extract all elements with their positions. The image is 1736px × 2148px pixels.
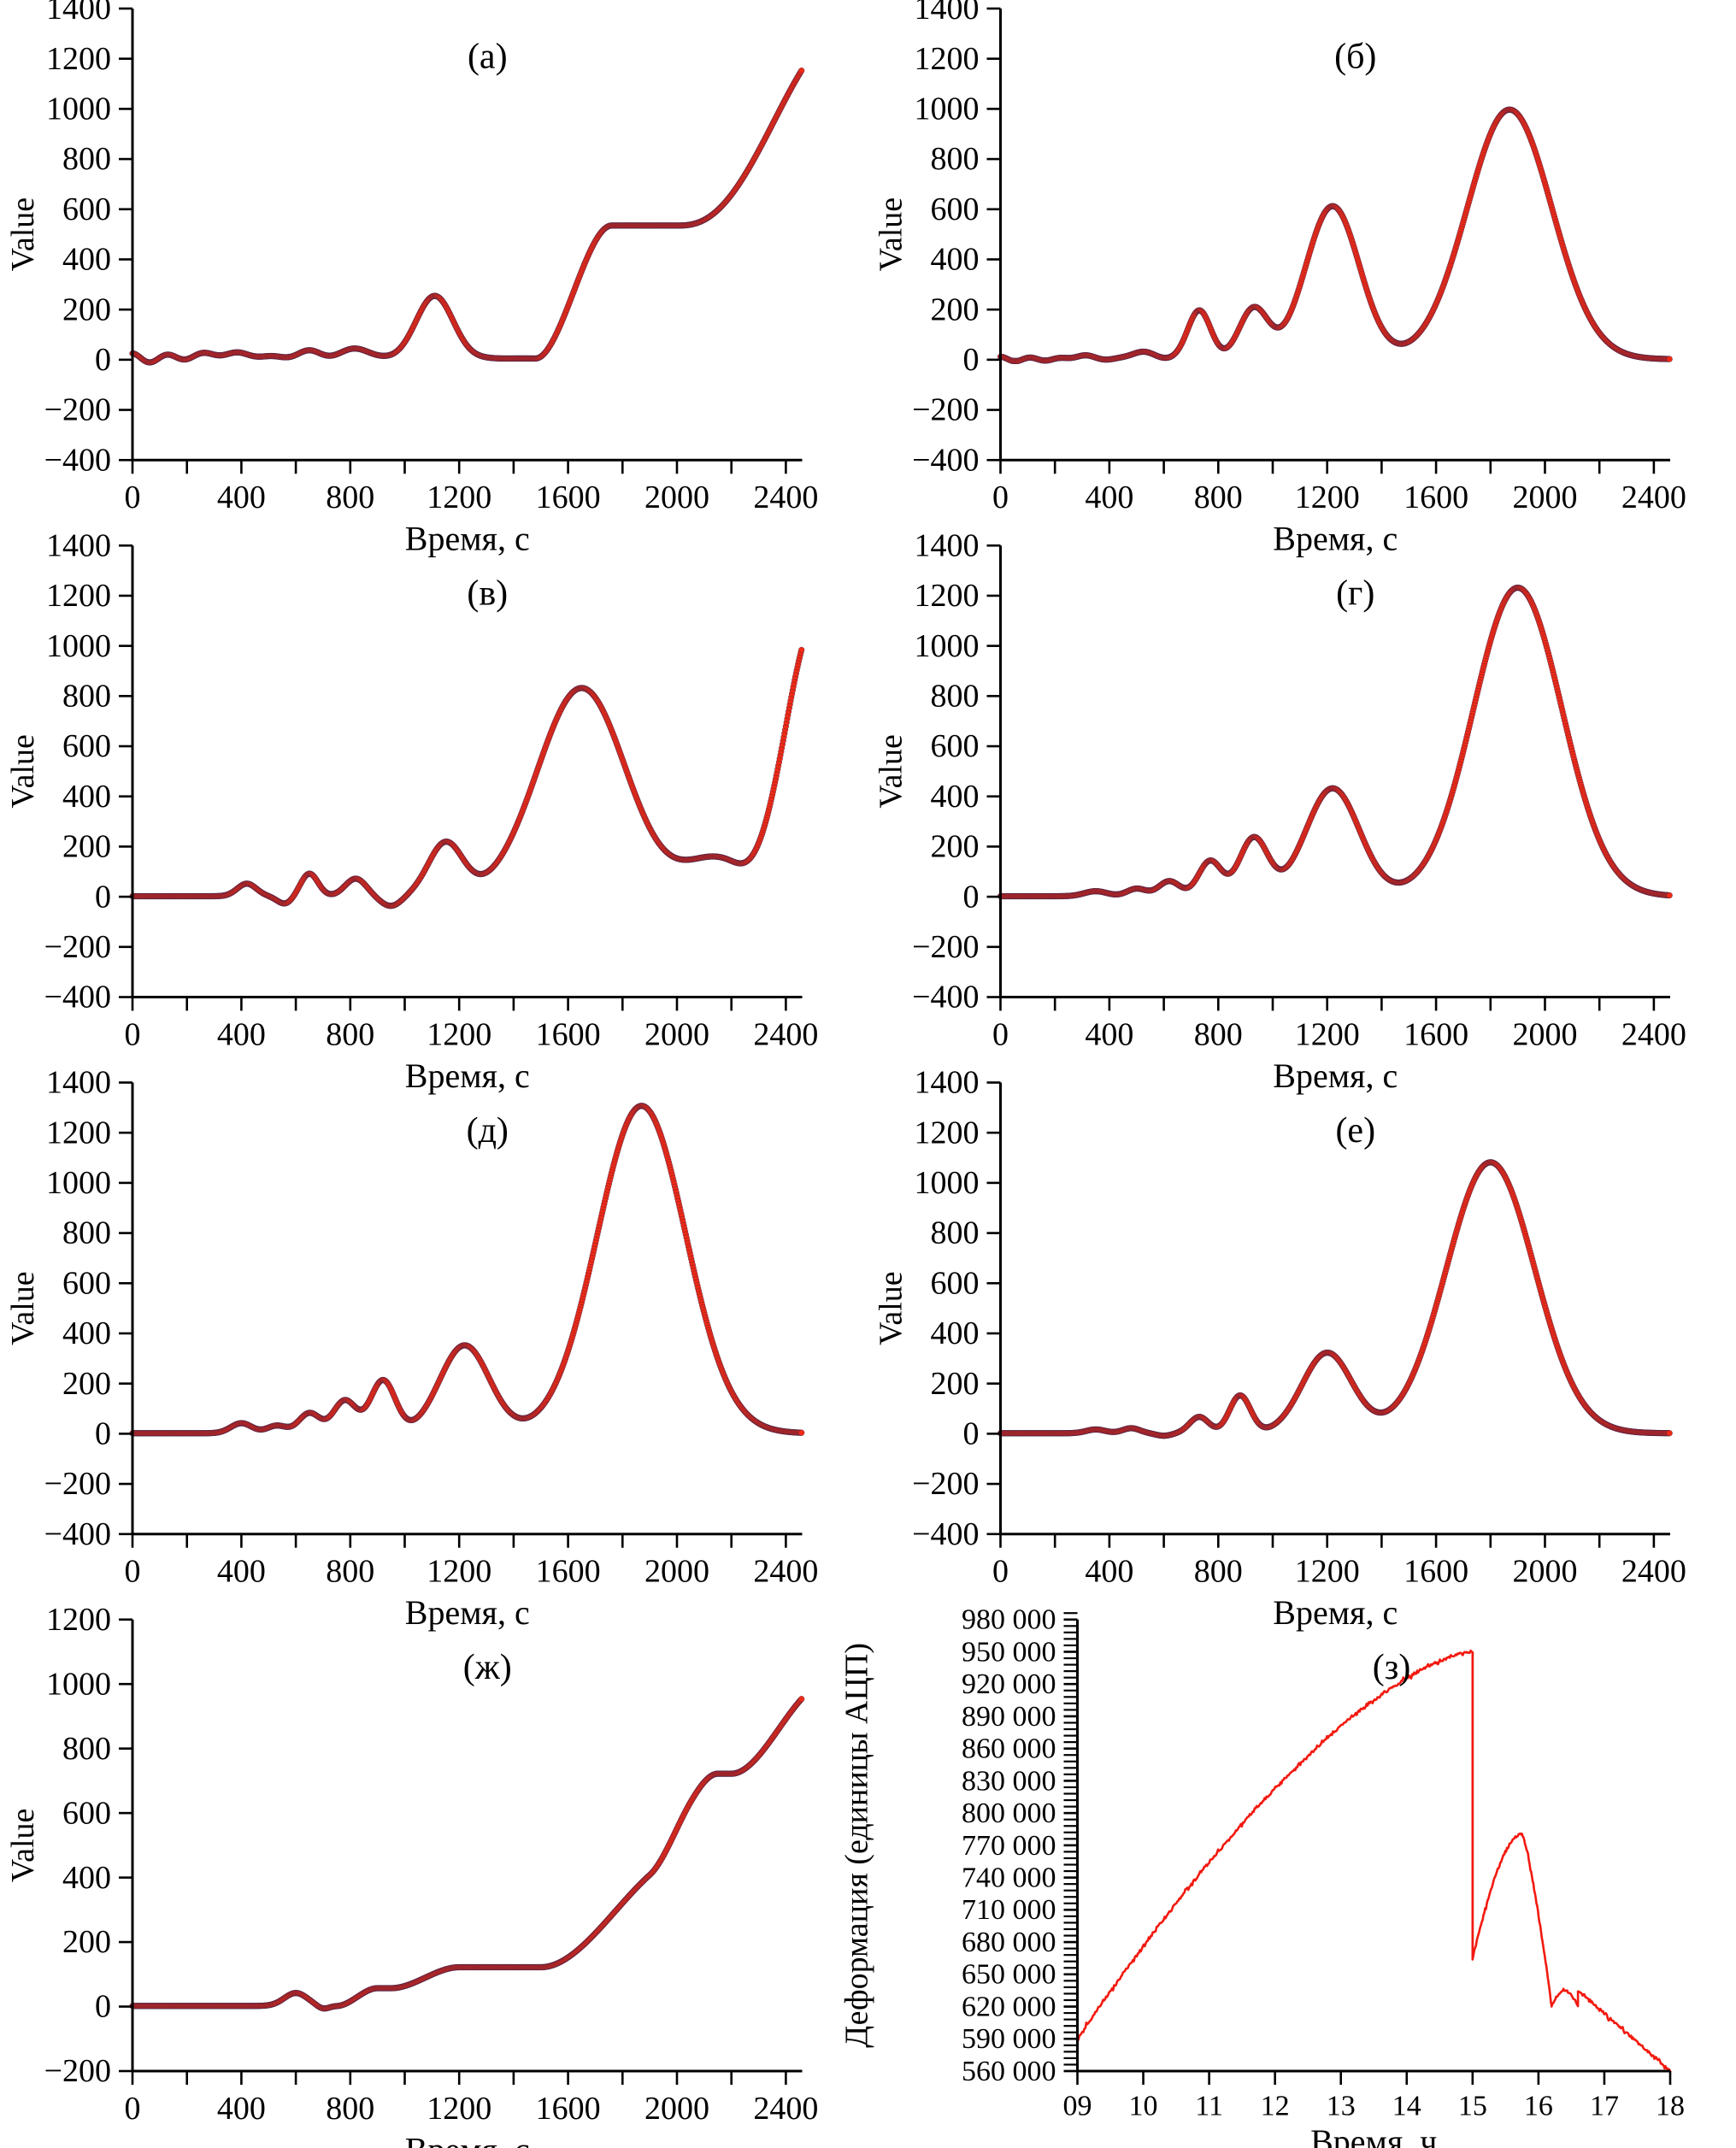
- svg-text:200: 200: [931, 829, 980, 865]
- svg-text:0: 0: [125, 1016, 141, 1052]
- svg-text:(в): (в): [467, 574, 508, 614]
- svg-text:600: 600: [931, 728, 980, 764]
- svg-text:Value: Value: [5, 197, 41, 272]
- svg-text:1600: 1600: [1404, 480, 1468, 515]
- svg-text:800: 800: [1194, 1016, 1243, 1052]
- svg-text:2400: 2400: [1621, 480, 1686, 515]
- svg-text:−400: −400: [912, 980, 979, 1015]
- svg-text:800: 800: [62, 141, 111, 177]
- svg-text:1600: 1600: [536, 480, 601, 515]
- svg-text:1200: 1200: [915, 578, 980, 614]
- svg-text:400: 400: [931, 242, 980, 278]
- svg-text:600: 600: [62, 728, 111, 764]
- svg-text:1400: 1400: [46, 527, 111, 563]
- svg-text:1000: 1000: [915, 628, 980, 664]
- svg-text:Value: Value: [5, 734, 41, 809]
- svg-text:800: 800: [62, 678, 111, 714]
- svg-text:1200: 1200: [1295, 480, 1360, 515]
- svg-text:−200: −200: [912, 392, 979, 428]
- svg-text:2400: 2400: [1621, 1016, 1686, 1052]
- svg-text:800: 800: [931, 141, 980, 177]
- svg-text:1400: 1400: [915, 0, 980, 26]
- svg-text:(a): (a): [468, 37, 508, 76]
- svg-text:1200: 1200: [427, 480, 491, 515]
- svg-text:1200: 1200: [46, 578, 111, 614]
- svg-text:200: 200: [62, 291, 111, 327]
- svg-text:1000: 1000: [915, 91, 980, 127]
- svg-text:1200: 1200: [915, 41, 980, 77]
- svg-text:1600: 1600: [1404, 1016, 1468, 1052]
- svg-text:0: 0: [963, 879, 980, 915]
- svg-text:0: 0: [963, 342, 980, 378]
- svg-text:600: 600: [931, 191, 980, 227]
- svg-text:800: 800: [1194, 480, 1243, 515]
- svg-text:800: 800: [326, 480, 374, 515]
- svg-text:1200: 1200: [427, 1016, 491, 1052]
- svg-text:2400: 2400: [753, 480, 818, 515]
- svg-text:Value: Value: [874, 734, 909, 809]
- svg-text:−200: −200: [44, 929, 111, 965]
- svg-text:0: 0: [95, 342, 111, 378]
- svg-text:400: 400: [62, 779, 111, 815]
- svg-text:400: 400: [931, 779, 980, 815]
- svg-text:2000: 2000: [1512, 480, 1577, 515]
- svg-text:2000: 2000: [1512, 1016, 1577, 1052]
- svg-text:1000: 1000: [46, 91, 111, 127]
- svg-text:0: 0: [95, 879, 111, 915]
- svg-text:(г): (г): [1336, 574, 1374, 614]
- svg-text:0: 0: [992, 1016, 1009, 1052]
- svg-text:800: 800: [931, 678, 980, 714]
- svg-text:−400: −400: [44, 980, 111, 1015]
- svg-text:1400: 1400: [915, 527, 980, 563]
- svg-text:1200: 1200: [46, 41, 111, 77]
- svg-text:Время, с: Время, с: [405, 1056, 530, 1095]
- svg-text:−200: −200: [912, 929, 979, 965]
- svg-text:400: 400: [217, 1016, 266, 1052]
- svg-text:Время, с: Время, с: [405, 520, 530, 558]
- svg-text:1000: 1000: [46, 628, 111, 664]
- svg-text:0: 0: [992, 480, 1009, 515]
- svg-text:400: 400: [62, 242, 111, 278]
- svg-text:2400: 2400: [753, 1016, 818, 1052]
- svg-text:Время, с: Время, с: [1273, 520, 1398, 558]
- svg-text:−400: −400: [912, 442, 979, 478]
- svg-text:0: 0: [125, 480, 141, 515]
- svg-text:−200: −200: [44, 392, 111, 428]
- svg-text:400: 400: [1085, 480, 1133, 515]
- svg-text:800: 800: [326, 1016, 374, 1052]
- svg-text:Время, с: Время, с: [1273, 1056, 1398, 1095]
- svg-text:400: 400: [1085, 1016, 1133, 1052]
- svg-text:200: 200: [931, 291, 980, 327]
- svg-text:(б): (б): [1334, 37, 1376, 76]
- svg-text:2000: 2000: [644, 480, 709, 515]
- svg-text:600: 600: [62, 191, 111, 227]
- svg-text:200: 200: [62, 829, 111, 865]
- svg-text:1600: 1600: [536, 1016, 601, 1052]
- svg-text:1400: 1400: [46, 0, 111, 26]
- svg-text:400: 400: [217, 480, 266, 515]
- svg-text:Value: Value: [874, 197, 909, 272]
- svg-text:−400: −400: [44, 442, 111, 478]
- svg-text:1200: 1200: [1295, 1016, 1360, 1052]
- svg-text:2000: 2000: [644, 1016, 709, 1052]
